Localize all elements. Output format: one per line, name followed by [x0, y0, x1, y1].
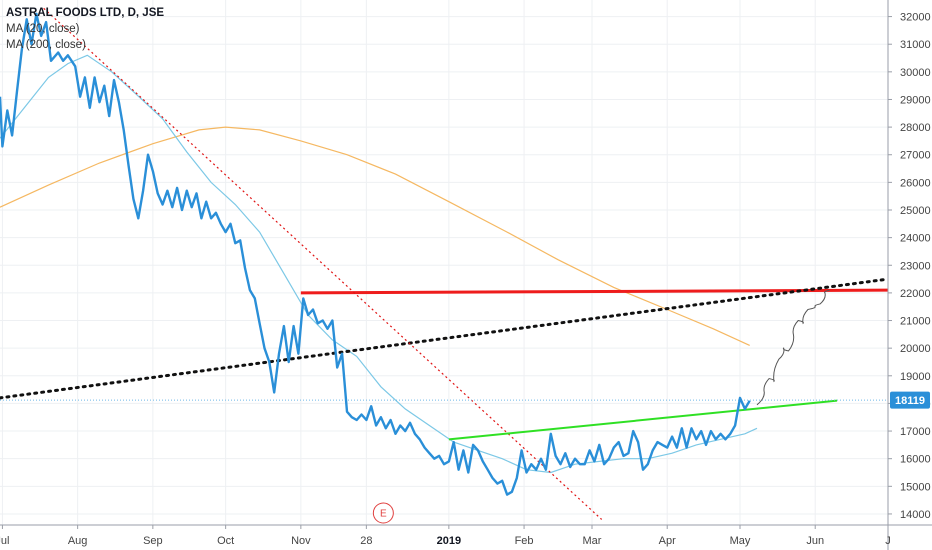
x-tick-label: Aug [68, 535, 88, 547]
x-tick-label: May [730, 535, 751, 547]
x-tick-label: 28 [360, 535, 372, 547]
last-price-marker: 18119 [890, 391, 930, 409]
support-line [448, 399, 838, 441]
x-axis: Jul Aug Sep Oct Nov 28 2019 Feb Mar Apr May Jun J [0, 524, 932, 547]
x-tick-label: Nov [291, 535, 311, 547]
price-layer [0, 12, 751, 496]
y-tick-label: 27000 [900, 150, 931, 162]
y-tick-label: 29000 [900, 94, 931, 106]
earnings-marker[interactable]: E [372, 502, 394, 524]
price-line [0, 12, 751, 496]
y-tick-label: 31000 [900, 39, 931, 51]
y-tick-label: 20000 [900, 343, 931, 355]
last-price-badge [890, 391, 930, 409]
ma20-layer [0, 54, 758, 474]
y-tick-label: 15000 [900, 481, 931, 493]
resistance-line [300, 288, 889, 295]
last-price-label: 18119 [895, 395, 925, 407]
x-tick-label: Sep [143, 535, 163, 547]
ma200-layer [0, 126, 750, 346]
y-tick-label: 25000 [900, 205, 931, 217]
y-tick-label: 22000 [900, 288, 931, 300]
y-tick-label: 21000 [900, 316, 931, 328]
symbol-title[interactable]: ASTRAL FOODS LTD, D, JSE [6, 7, 165, 19]
chart-legend: ASTRAL FOODS LTD, D, JSE MA (20, close) … [6, 5, 164, 53]
x-tick-label: Feb [515, 535, 534, 547]
rising-dotted-trendline [0, 277, 890, 400]
y-tick-label: 28000 [900, 122, 931, 134]
x-tick-label: Jun [806, 535, 824, 547]
legend-ma20[interactable]: MA (20, close) [6, 23, 80, 35]
projection-path [756, 289, 830, 406]
ma200-line [0, 126, 750, 346]
y-tick-label: 14000 [900, 509, 931, 521]
ma20-line [0, 54, 758, 474]
y-axis: 1400015000160001700018000190002000021000… [887, 0, 931, 550]
y-tick-label: 26000 [900, 177, 931, 189]
annotation-layer [0, 7, 890, 520]
grid [0, 0, 889, 525]
legend-ma200[interactable]: MA (200, close) [6, 39, 86, 51]
x-tick-label: 2019 [437, 535, 461, 547]
falling-dotted-trendline [43, 7, 603, 520]
x-tick-label: J [885, 535, 891, 547]
x-tick-label: Mar [583, 535, 602, 547]
earnings-label: E [380, 509, 387, 520]
y-tick-label: 16000 [900, 454, 931, 466]
x-tick-label: Jul [0, 535, 9, 547]
x-tick-label: Apr [659, 535, 676, 547]
y-tick-label: 23000 [900, 260, 931, 272]
y-tick-label: 24000 [900, 233, 931, 245]
x-tick-label: Oct [217, 535, 234, 547]
y-tick-label: 32000 [900, 12, 931, 24]
y-tick-label: 17000 [900, 426, 931, 438]
earnings-badge [372, 502, 394, 524]
y-tick-label: 19000 [900, 371, 931, 383]
y-tick-label: 30000 [900, 67, 931, 79]
